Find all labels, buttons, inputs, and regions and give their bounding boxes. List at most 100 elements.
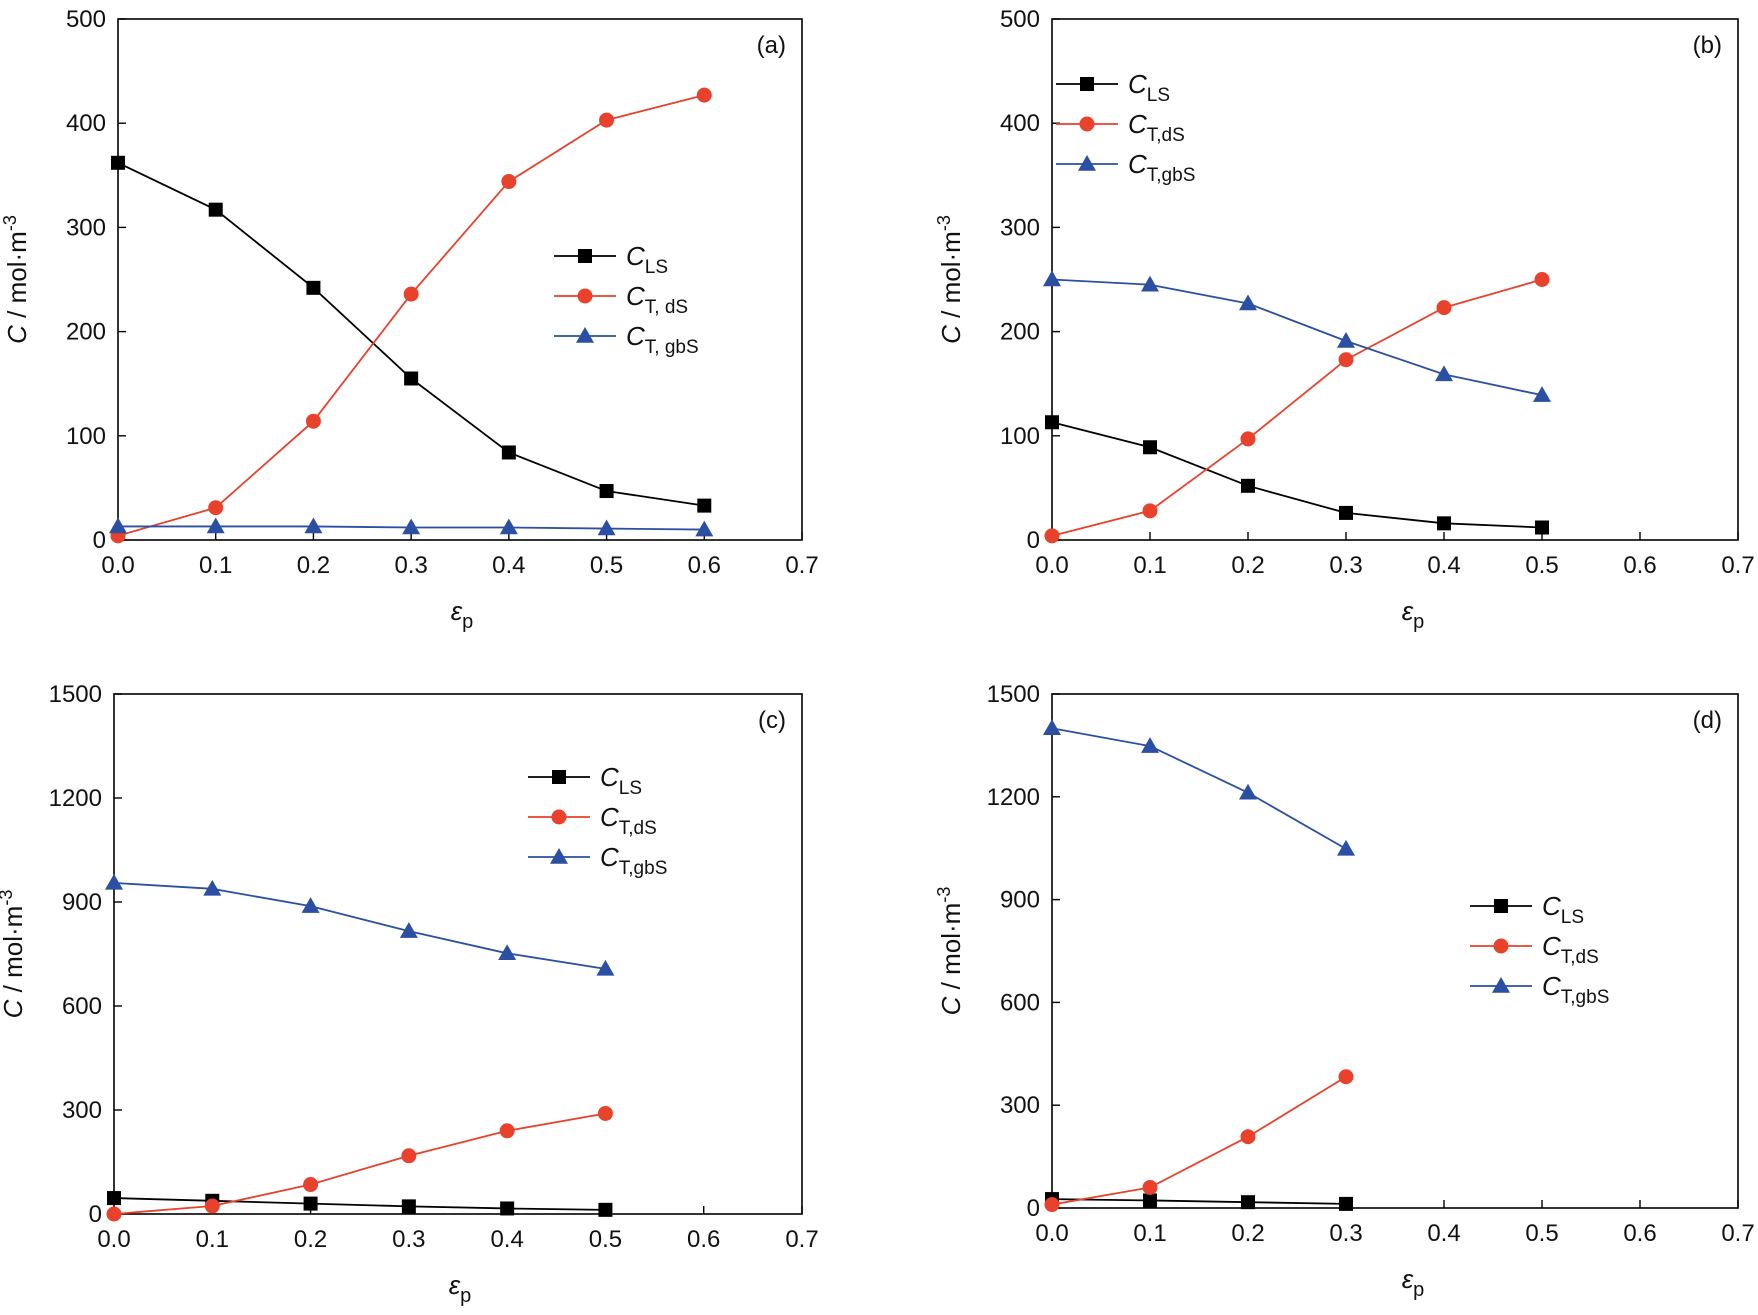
legend-label: CT,gbS xyxy=(1542,971,1609,1008)
data-point-CLS xyxy=(598,1202,613,1217)
data-point-CLS xyxy=(208,202,223,217)
data-point-CTdS xyxy=(204,1198,220,1214)
series-line-CTdS xyxy=(1051,1075,1347,1206)
chart-panel-c: 0.0 0.1 0.2 0.3 0.4 0.5 0.6 0.7 0 300 600 900 1200 15… xyxy=(0,681,819,1307)
legend-label: CT,dS xyxy=(1128,109,1185,146)
y-tick-label: 300 xyxy=(66,214,106,241)
y-axis-label: C / mol·m-3 xyxy=(0,215,32,344)
x-tick-label: 0.2 xyxy=(1231,1220,1264,1247)
legend-label: CT,gbS xyxy=(1128,149,1195,186)
data-point-CTgbS xyxy=(1043,719,1061,736)
data-point-CTgbS xyxy=(301,897,320,913)
x-axis-label: εp xyxy=(449,1270,472,1307)
data-point-CLS xyxy=(1339,1196,1353,1211)
data-point-CTdS xyxy=(1338,352,1354,368)
legend-marker-CLS xyxy=(552,770,566,784)
y-tick-label: 0 xyxy=(1027,1195,1040,1222)
x-tick-label: 0.0 xyxy=(1035,552,1068,579)
y-tick-label: 900 xyxy=(1000,887,1040,914)
series-line-CTgbS xyxy=(113,882,606,970)
data-point-CLS xyxy=(1143,1193,1157,1208)
plot-frame xyxy=(1051,693,1739,1209)
x-tick-label: 0.3 xyxy=(392,1226,425,1253)
y-tick-label: 100 xyxy=(66,423,106,450)
x-tick-label: 0.5 xyxy=(1525,552,1558,579)
data-point-CLS xyxy=(1143,440,1157,455)
x-axis-label: εp xyxy=(1402,1264,1425,1301)
legend-marker-CTdS xyxy=(1493,938,1509,954)
y-tick-label: 400 xyxy=(1000,110,1040,137)
y-tick-label: 100 xyxy=(1000,423,1040,450)
data-point-CLS xyxy=(1241,1195,1255,1210)
panel-label: (d) xyxy=(1693,707,1722,734)
plot-frame xyxy=(117,18,803,541)
x-tick-label: 0.7 xyxy=(1721,1220,1754,1247)
y-axis-label: C / mol·m-3 xyxy=(0,890,28,1019)
data-point-CTdS xyxy=(208,500,224,516)
x-tick-label: 0.3 xyxy=(1329,1220,1362,1247)
data-point-CTgbS xyxy=(402,518,421,535)
y-tick-label: 1200 xyxy=(987,784,1040,811)
data-point-CLS xyxy=(1045,415,1059,430)
y-tick-label: 0 xyxy=(93,527,106,554)
y-tick-label: 200 xyxy=(66,319,106,346)
x-tick-label: 0.1 xyxy=(1133,552,1166,579)
y-tick-label: 500 xyxy=(66,6,106,33)
data-point-CTgbS xyxy=(105,873,123,890)
x-tick-label: 0.4 xyxy=(1427,1220,1460,1247)
x-tick-label: 0.3 xyxy=(1329,552,1362,579)
data-point-CTgbS xyxy=(1239,294,1257,311)
data-point-CTdS xyxy=(1044,1197,1060,1213)
data-point-CTdS xyxy=(1240,431,1256,447)
y-axis-label: C / mol·m-3 xyxy=(934,215,966,344)
x-tick-label: 0.2 xyxy=(297,552,330,579)
x-tick-label: 0.4 xyxy=(1427,552,1460,579)
chart-panel-d: 0.0 0.1 0.2 0.3 0.4 0.5 0.6 0.7 0 300 600 900 1200 15… xyxy=(934,681,1755,1301)
legend-marker-CLS xyxy=(1494,899,1508,913)
data-point-CTdS xyxy=(1534,272,1550,287)
y-tick-label: 200 xyxy=(1000,319,1040,346)
data-point-CLS xyxy=(404,371,419,386)
y-tick-label: 1500 xyxy=(49,681,102,708)
y-tick-label: 400 xyxy=(66,110,106,137)
data-point-CTgbS xyxy=(597,519,616,536)
data-point-CLS xyxy=(306,280,321,295)
x-tick-label: 0.5 xyxy=(589,1226,622,1253)
x-tick-label: 0.5 xyxy=(590,552,623,579)
data-point-CTdS xyxy=(106,1206,122,1222)
data-point-CTdS xyxy=(499,1123,515,1139)
legend-label: CLS xyxy=(626,241,668,278)
y-tick-label: 600 xyxy=(1000,989,1040,1016)
legend-label: CT,gbS xyxy=(600,842,667,879)
plot-frame xyxy=(113,693,803,1215)
x-tick-label: 0.4 xyxy=(490,1226,523,1253)
legend-marker-CLS xyxy=(578,249,592,263)
legend-label: CLS xyxy=(1542,891,1584,928)
data-point-CTgbS xyxy=(109,517,127,534)
data-point-CTgbS xyxy=(1337,839,1355,856)
series-line-CTdS xyxy=(117,94,705,537)
data-point-CTdS xyxy=(1240,1129,1256,1145)
data-point-CLS xyxy=(303,1196,318,1211)
series-line-CLS xyxy=(1051,1198,1347,1205)
x-tick-label: 0.1 xyxy=(199,552,232,579)
x-tick-label: 0.5 xyxy=(1525,1220,1558,1247)
legend-label: CLS xyxy=(1128,69,1170,106)
legend-marker-CLS xyxy=(1080,77,1094,91)
data-point-CTdS xyxy=(305,413,321,429)
panel-label: (a) xyxy=(757,32,786,59)
data-point-CTdS xyxy=(696,87,712,103)
y-axis-label: C / mol·m-3 xyxy=(934,887,966,1016)
data-point-CTgbS xyxy=(596,959,615,976)
legend-label: CT,dS xyxy=(1542,931,1599,968)
legend-marker-CTgbS xyxy=(550,848,568,864)
x-tick-label: 0.3 xyxy=(394,552,427,579)
series-line-CTdS xyxy=(1051,278,1543,537)
x-tick-label: 0.6 xyxy=(1623,552,1656,579)
series-line-CLS xyxy=(113,1197,606,1211)
data-point-CTgbS xyxy=(1239,783,1257,800)
series-line-CLS xyxy=(1051,421,1543,529)
